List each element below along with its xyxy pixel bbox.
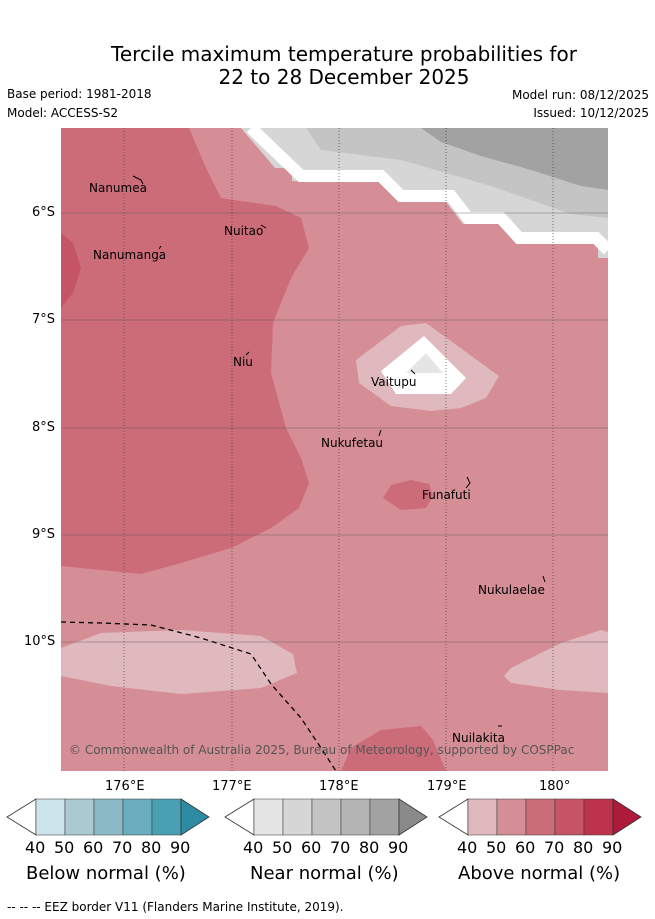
near-arrow-high <box>398 798 428 836</box>
map-title-line1: Tercile maximum temperature probabilitie… <box>111 42 577 66</box>
below-tick-70: 70 <box>112 838 133 857</box>
below-swatch-50 <box>64 798 95 836</box>
above-tick-90: 90 <box>602 838 623 857</box>
below-arrow-high <box>180 798 210 836</box>
colorbar-above <box>438 798 642 836</box>
near-swatch-80 <box>369 798 400 836</box>
below-tick-60: 60 <box>83 838 104 857</box>
model-name: Model: ACCESS-S2 <box>7 106 119 120</box>
above-tick-40: 40 <box>457 838 478 857</box>
label-funafuti: Funafuti <box>422 488 471 502</box>
above-swatch-40 <box>467 798 498 836</box>
above-tick-80: 80 <box>573 838 594 857</box>
forecast-map <box>61 128 608 771</box>
above-70-area <box>61 233 81 308</box>
island-mark-nanumea <box>132 175 144 185</box>
above-tick-60: 60 <box>515 838 536 857</box>
below-swatch-80 <box>151 798 182 836</box>
label-nanumanga: Nanumanga <box>93 248 167 262</box>
below-tick-50: 50 <box>54 838 75 857</box>
above-60-south <box>341 726 446 771</box>
map-title-line2: 22 to 28 December 2025 <box>218 65 470 89</box>
near-swatch-40 <box>253 798 284 836</box>
label-nukufetau: Nukufetau <box>321 436 384 450</box>
near-swatch-60 <box>311 798 342 836</box>
island-mark-funafuti <box>465 476 471 489</box>
lon-label-179: 179°E <box>427 779 467 794</box>
label-nuitao: Nuitao <box>224 224 264 238</box>
near-40-patch <box>406 353 443 373</box>
above-tick-70: 70 <box>544 838 565 857</box>
above-60-area <box>61 128 309 574</box>
near-tick-50: 50 <box>272 838 293 857</box>
near-tick-70: 70 <box>330 838 351 857</box>
colorbar-near <box>224 798 428 836</box>
below-tick-80: 80 <box>141 838 162 857</box>
above-swatch-50 <box>496 798 527 836</box>
above-swatch-70 <box>554 798 585 836</box>
below-normal-label: Below normal (%) <box>26 863 186 884</box>
near-swatch-50 <box>282 798 313 836</box>
lon-label-178: 178°E <box>319 779 359 794</box>
colorbar-below <box>6 798 210 836</box>
above-60-patch <box>383 480 433 510</box>
near-tick-60: 60 <box>301 838 322 857</box>
issued-date: Issued: 10/12/2025 <box>533 106 649 120</box>
label-nukulaelae: Nukulaelae <box>478 583 545 597</box>
near-70-area <box>421 128 608 190</box>
island-mark-nuitao <box>260 224 267 229</box>
below-swatch-40 <box>35 798 66 836</box>
eez-legend: -- -- -- EEZ border V11 (Flanders Marine… <box>7 900 344 914</box>
below-arrow-low <box>6 798 37 836</box>
above-40-band-east <box>504 630 608 693</box>
lat-label-10s: 10°S <box>24 634 56 649</box>
lat-label-9s: 9°S <box>32 527 56 542</box>
below-swatch-60 <box>93 798 124 836</box>
island-mark-niu <box>245 351 250 356</box>
label-vaitupu: Vaitupu <box>371 375 417 389</box>
above-swatch-80 <box>583 798 614 836</box>
above-40-band-west <box>61 630 297 694</box>
lat-label-8s: 8°S <box>32 420 56 435</box>
island-mark-nanumanga <box>158 245 162 250</box>
near-normal-label: Near normal (%) <box>250 863 399 884</box>
lon-label-176: 176°E <box>105 779 145 794</box>
below-tick-40: 40 <box>25 838 46 857</box>
above-normal-label: Above normal (%) <box>458 863 621 884</box>
above-arrow-high <box>612 798 642 836</box>
colorbars <box>6 798 642 836</box>
near-swatch-70 <box>340 798 371 836</box>
model-run: Model run: 08/12/2025 <box>511 88 649 102</box>
near-arrow-low <box>224 798 255 836</box>
island-mark-nukulaelae <box>542 575 546 583</box>
near-tick-90: 90 <box>388 838 409 857</box>
label-nuilakita: Nuilakita <box>452 731 505 745</box>
island-mark-nukufetau <box>378 429 382 437</box>
above-tick-50: 50 <box>486 838 507 857</box>
lat-label-7s: 7°S <box>32 312 56 327</box>
no-signal-band <box>246 128 608 255</box>
below-swatch-70 <box>122 798 153 836</box>
lon-label-180: 180° <box>539 779 571 794</box>
near-tick-80: 80 <box>359 838 380 857</box>
base-period: Base period: 1981-2018 <box>7 87 152 101</box>
near-tick-40: 40 <box>243 838 264 857</box>
island-mark-vaitupu <box>410 369 416 375</box>
above-swatch-60 <box>525 798 556 836</box>
copyright-notice: © Commonwealth of Australia 2025, Bureau… <box>69 743 575 757</box>
above-arrow-low <box>438 798 469 836</box>
below-tick-90: 90 <box>170 838 191 857</box>
label-niu: Niu <box>233 355 253 369</box>
lon-label-177: 177°E <box>212 779 252 794</box>
lat-label-6s: 6°S <box>32 205 56 220</box>
eez-border <box>61 621 337 771</box>
label-nanumea: Nanumea <box>89 181 147 195</box>
